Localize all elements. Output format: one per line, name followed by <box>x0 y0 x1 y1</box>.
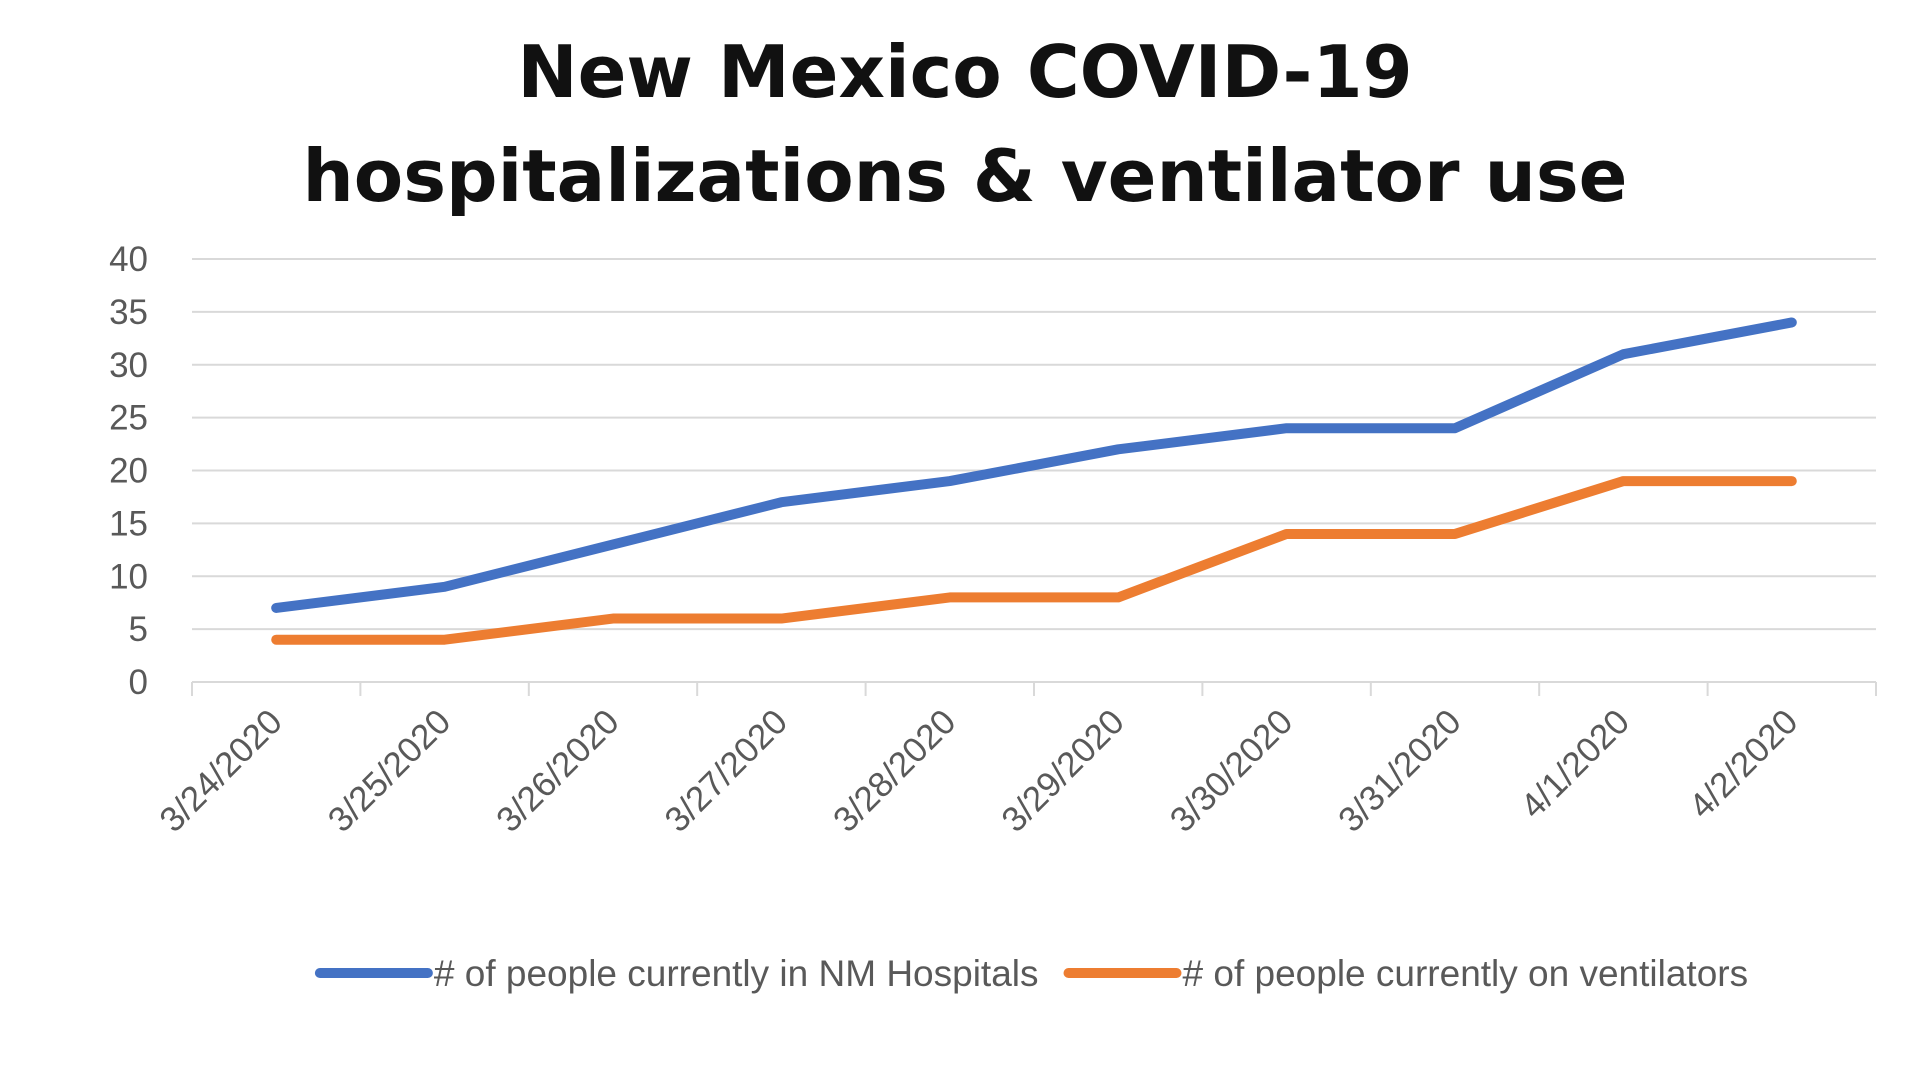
legend: # of people currently in NM Hospitals # o… <box>314 953 1749 994</box>
legend-label: # of people currently in NM Hospitals <box>434 953 1039 994</box>
legend-label: # of people currently on ventilators <box>1183 953 1749 994</box>
series-line-2 <box>271 476 1797 645</box>
x-axis <box>191 681 1877 696</box>
y-tick-label: 20 <box>109 452 148 491</box>
x-tick-label: 4/1/2020 <box>1513 702 1637 826</box>
gridlines <box>192 258 1876 631</box>
x-tick-label: 3/27/2020 <box>657 702 795 840</box>
x-tick-label: 3/29/2020 <box>994 702 1132 840</box>
x-tick-label: 3/30/2020 <box>1163 702 1301 840</box>
x-tick-label: 3/31/2020 <box>1331 702 1469 840</box>
legend-item: # of people currently in NM Hospitals <box>314 953 1039 994</box>
x-tick-label: 3/26/2020 <box>489 702 627 840</box>
series-line-1 <box>271 317 1797 613</box>
y-tick-label: 40 <box>109 240 148 279</box>
chart-title: New Mexico COVID-19 hospitalizations & v… <box>302 30 1627 218</box>
x-tick-label: 3/28/2020 <box>826 702 964 840</box>
y-tick-label: 15 <box>109 504 148 543</box>
y-tick-label: 35 <box>109 293 148 332</box>
y-tick-label: 30 <box>109 346 148 385</box>
x-tick-label: 4/2/2020 <box>1682 702 1806 826</box>
chart-title-line-1: New Mexico COVID-19 <box>517 30 1412 114</box>
y-tick-label: 25 <box>109 399 148 438</box>
x-tick-label: 3/24/2020 <box>152 702 290 840</box>
y-tick-label: 0 <box>129 663 148 702</box>
y-tick-label: 10 <box>109 557 148 596</box>
y-axis-tick-labels: 0 5 10 15 20 25 30 35 40 <box>109 240 148 702</box>
y-tick-label: 5 <box>129 610 148 649</box>
legend-item: # of people currently on ventilators <box>1063 953 1749 994</box>
chart-title-line-2: hospitalizations & ventilator use <box>302 134 1627 218</box>
x-axis-tick-labels: 3/24/2020 3/25/2020 3/26/2020 3/27/2020 3/28… <box>152 702 1805 840</box>
data-series <box>271 317 1797 645</box>
x-tick-label: 3/25/2020 <box>321 702 459 840</box>
